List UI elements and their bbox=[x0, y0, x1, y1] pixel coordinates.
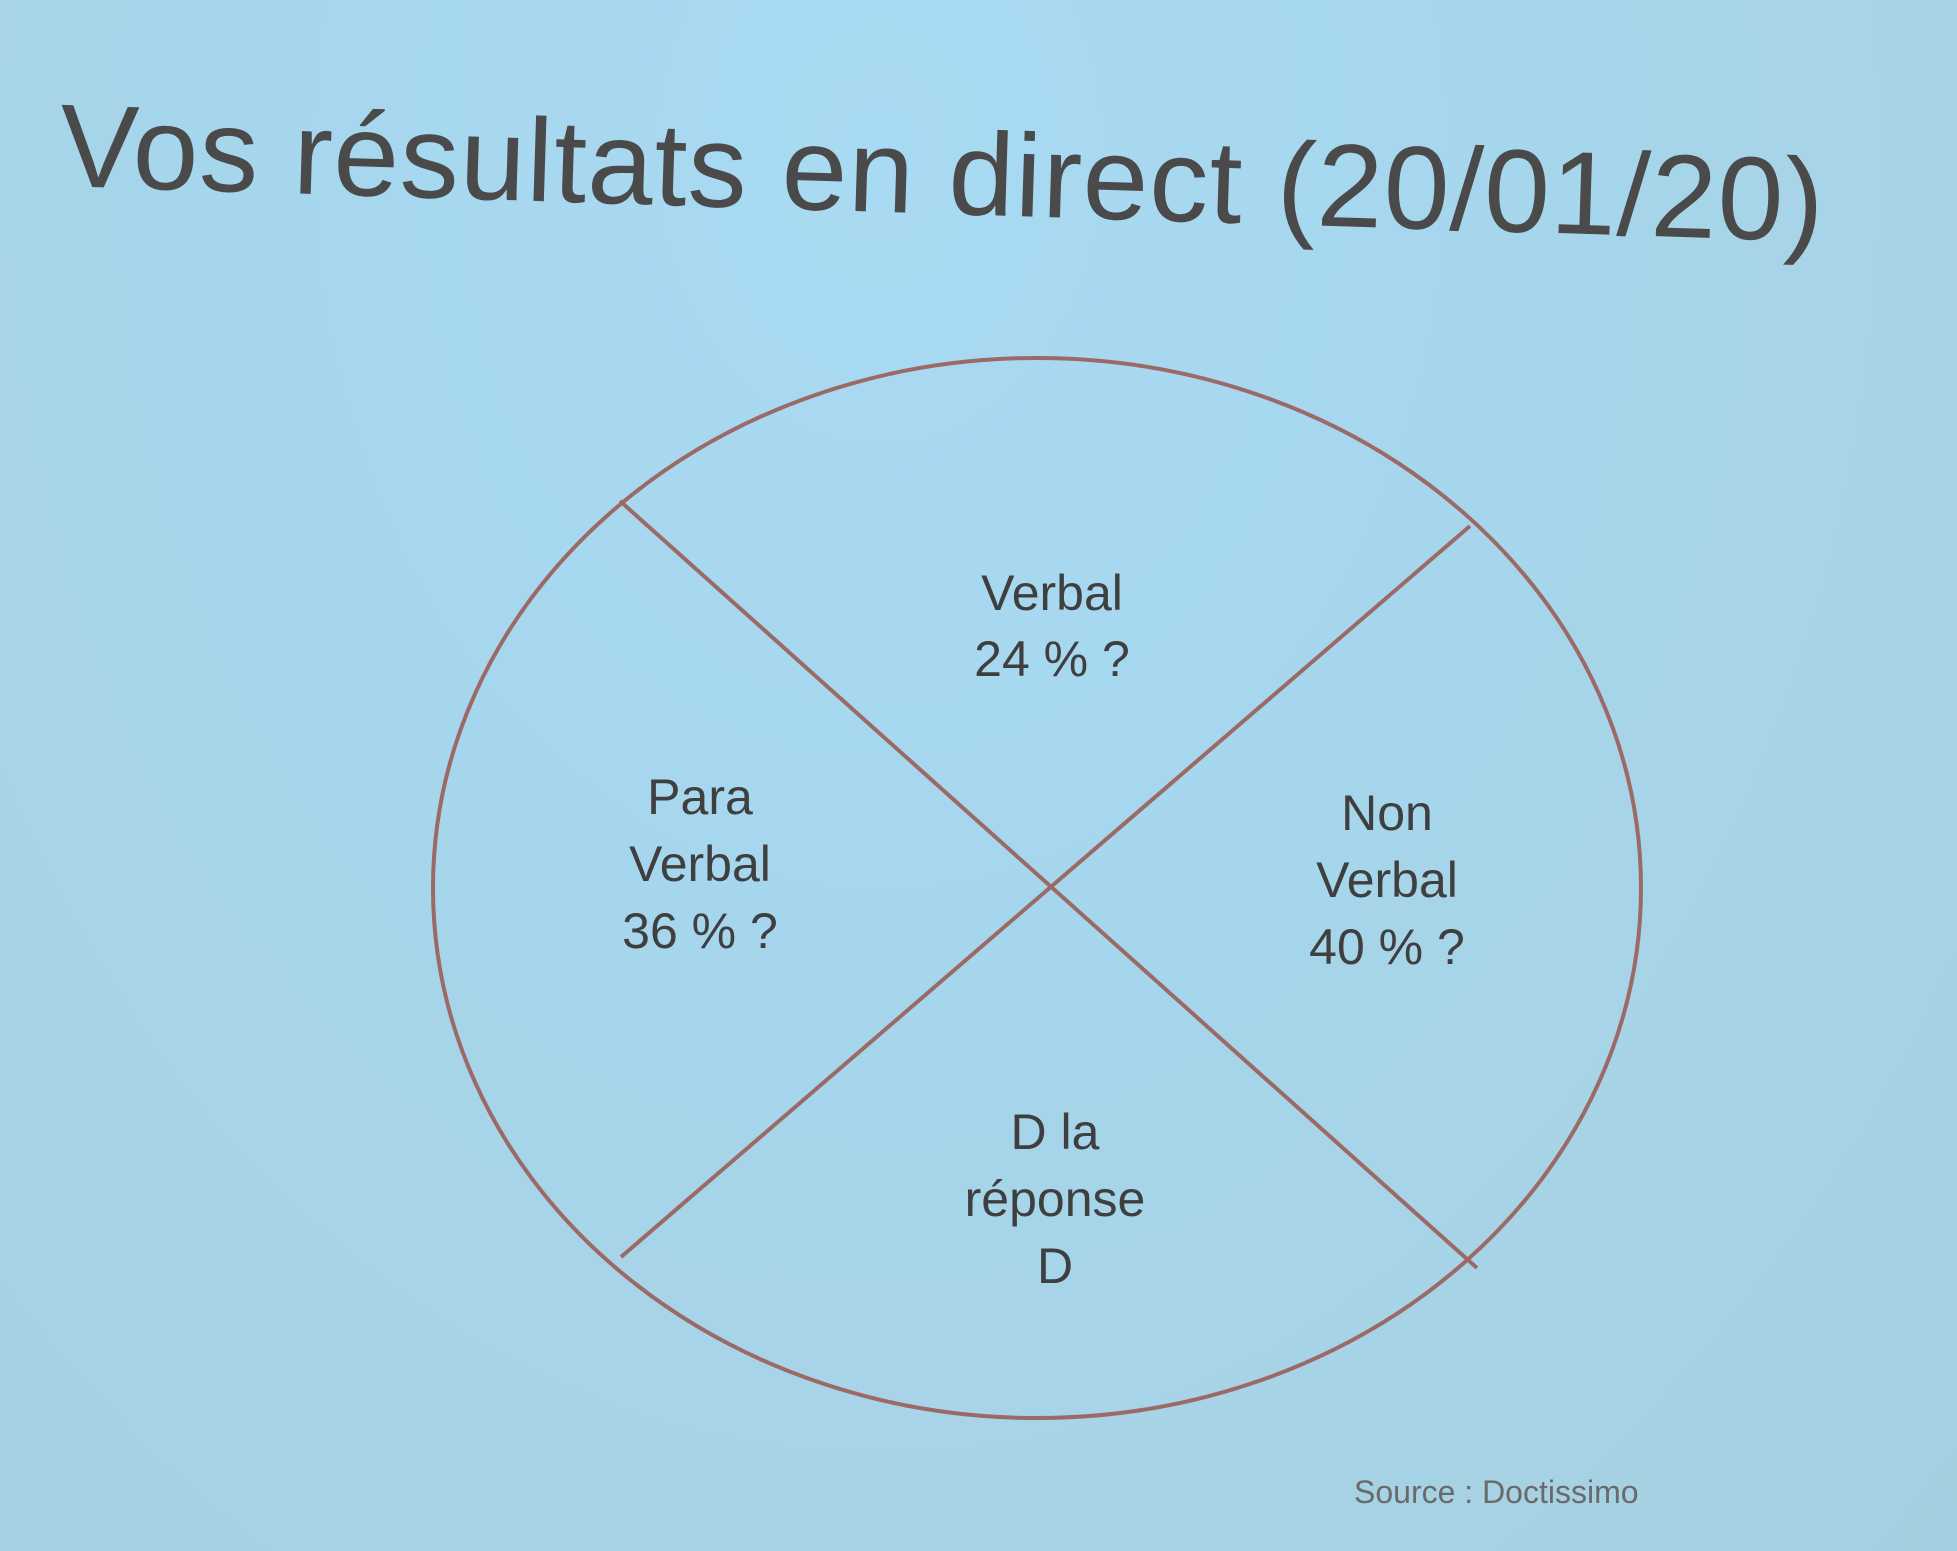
segment-label-non-verbal-line-3: 40 % ? bbox=[1309, 919, 1465, 975]
outer-circle bbox=[431, 356, 1643, 1420]
segment-label-d-la-reponse-line-3: D bbox=[1036, 1238, 1074, 1294]
segment-label-d-la-reponse: D la réponse D bbox=[965, 1099, 1146, 1300]
segment-label-verbal-line-1: Verbal bbox=[981, 565, 1123, 621]
segment-label-d-la-reponse-line-2: réponse bbox=[964, 1171, 1146, 1227]
segment-label-verbal-line-2: 24 % ? bbox=[974, 631, 1130, 687]
divider-line-ascending bbox=[619, 524, 1472, 1259]
source-credit: Source : Doctissimo bbox=[1354, 1474, 1639, 1510]
segment-label-para-verbal-line-1: Para bbox=[647, 769, 753, 825]
segment-label-para-verbal: Para Verbal 36 % ? bbox=[622, 764, 778, 965]
segment-label-non-verbal: Non Verbal 40 % ? bbox=[1309, 780, 1465, 981]
segment-label-verbal: Verbal 24 % ? bbox=[974, 560, 1130, 692]
segment-label-para-verbal-line-3: 36 % ? bbox=[622, 903, 778, 959]
segment-label-non-verbal-line-1: Non bbox=[1341, 785, 1433, 841]
divider-line-descending bbox=[618, 499, 1479, 1270]
segment-label-non-verbal-line-2: Verbal bbox=[1316, 852, 1458, 908]
segment-label-para-verbal-line-2: Verbal bbox=[629, 836, 771, 892]
segment-label-d-la-reponse-line-1: D la bbox=[1010, 1104, 1100, 1160]
